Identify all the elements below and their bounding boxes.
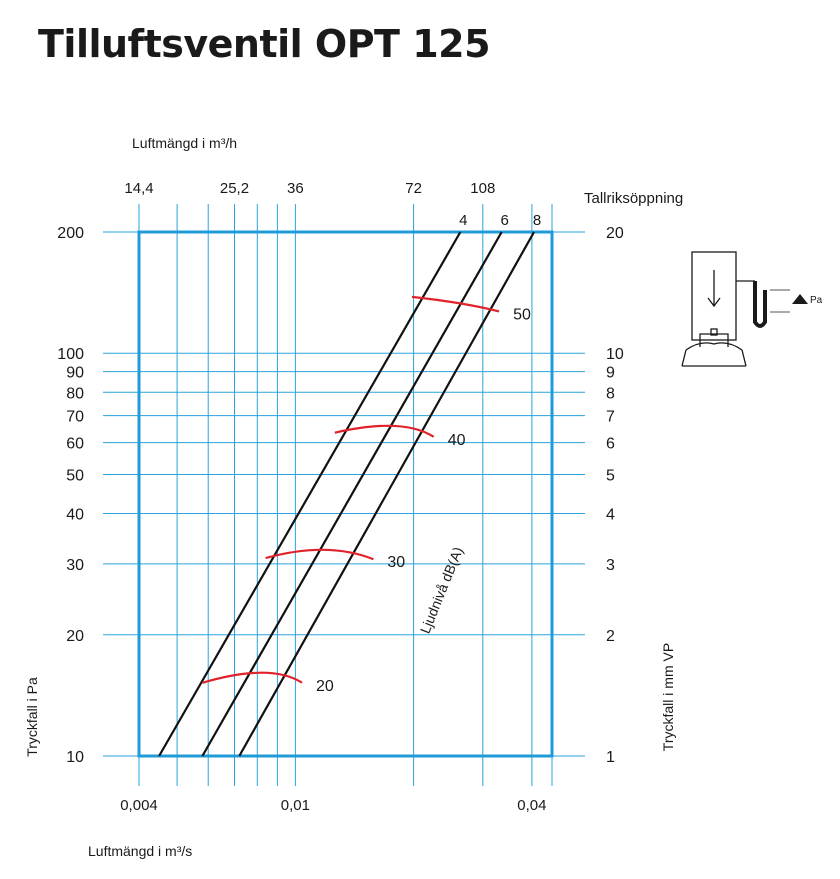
sound-level-label: Ljudnivå dB(A): [417, 545, 466, 636]
plot-area-border: [137, 230, 554, 758]
sound-curve-50: [411, 295, 500, 313]
series-line-6: [201, 231, 503, 757]
x2-tick-label: 72: [405, 180, 422, 197]
y2-tick-label: 9: [606, 365, 615, 382]
x2-axis-label: Luftmängd i m³/h: [132, 135, 237, 151]
x-tick-label: 0,04: [517, 797, 546, 814]
sound-curve-label-50: 50: [513, 306, 531, 323]
series-label-8: 8: [533, 212, 541, 229]
series-title: Tallriksöppning: [584, 190, 683, 207]
y2-tick-label: 2: [606, 628, 615, 645]
x-tick-label: 0,01: [281, 797, 310, 814]
sound-curves: [202, 295, 500, 684]
y-tick-label: 50: [66, 467, 84, 484]
y-tick-label: 100: [57, 346, 84, 363]
page-title: Tilluftsventil OPT 125: [38, 22, 491, 66]
y-axis-label: Tryckfall i Pa: [24, 677, 40, 757]
y2-tick-label: 7: [606, 409, 615, 426]
x-tick-label: 0,004: [120, 797, 158, 814]
x2-tick-label: 108: [470, 180, 495, 197]
series-lines: [158, 231, 535, 757]
sound-curve-label-30: 30: [387, 554, 405, 571]
x2-tick-label: 36: [287, 180, 304, 197]
y2-tick-label: 6: [606, 436, 615, 453]
y2-tick-label: 20: [606, 225, 624, 242]
y2-tick-label: 8: [606, 385, 615, 402]
valve-schematic-icon: [681, 251, 808, 367]
sound-curve-label-40: 40: [448, 432, 466, 449]
sound-curve-label-20: 20: [316, 678, 334, 695]
sound-curve-20: [202, 671, 303, 684]
x2-tick-label: 25,2: [220, 180, 249, 197]
series-line-4: [158, 231, 462, 757]
x-axis-label: Luftmängd i m³/s: [88, 843, 192, 859]
y-tick-label: 40: [66, 507, 84, 524]
axis-labels: 10 20 30 40 50 60 70 80 90 100 200 1 2 3 4 5 6 7 8 9 10 20 0,0…: [24, 135, 683, 859]
y2-tick-label: 5: [606, 467, 615, 484]
series-label-4: 4: [459, 212, 467, 229]
grid: [103, 204, 585, 786]
inset-unit-label: Pa: [810, 295, 823, 306]
plot-frame: [137, 230, 554, 758]
y-tick-label: 80: [66, 385, 84, 402]
series-label-6: 6: [500, 212, 508, 229]
y-tick-label: 10: [66, 749, 84, 766]
y-tick-label: 60: [66, 436, 84, 453]
sound-curve-30: [265, 548, 374, 561]
y-tick-label: 20: [66, 628, 84, 645]
y2-tick-label: 1: [606, 749, 615, 766]
y2-axis-label: Tryckfall i mm VP: [660, 643, 676, 751]
y-tick-label: 30: [66, 557, 84, 574]
sound-curve-40: [334, 424, 435, 438]
series-line-8: [238, 231, 535, 757]
x2-tick-label: 14,4: [124, 180, 153, 197]
y-tick-label: 70: [66, 409, 84, 426]
y-tick-label: 200: [57, 225, 84, 242]
y2-tick-label: 10: [606, 346, 624, 363]
y-tick-label: 90: [66, 365, 84, 382]
y2-tick-label: 3: [606, 557, 615, 574]
y2-tick-label: 4: [606, 507, 615, 524]
